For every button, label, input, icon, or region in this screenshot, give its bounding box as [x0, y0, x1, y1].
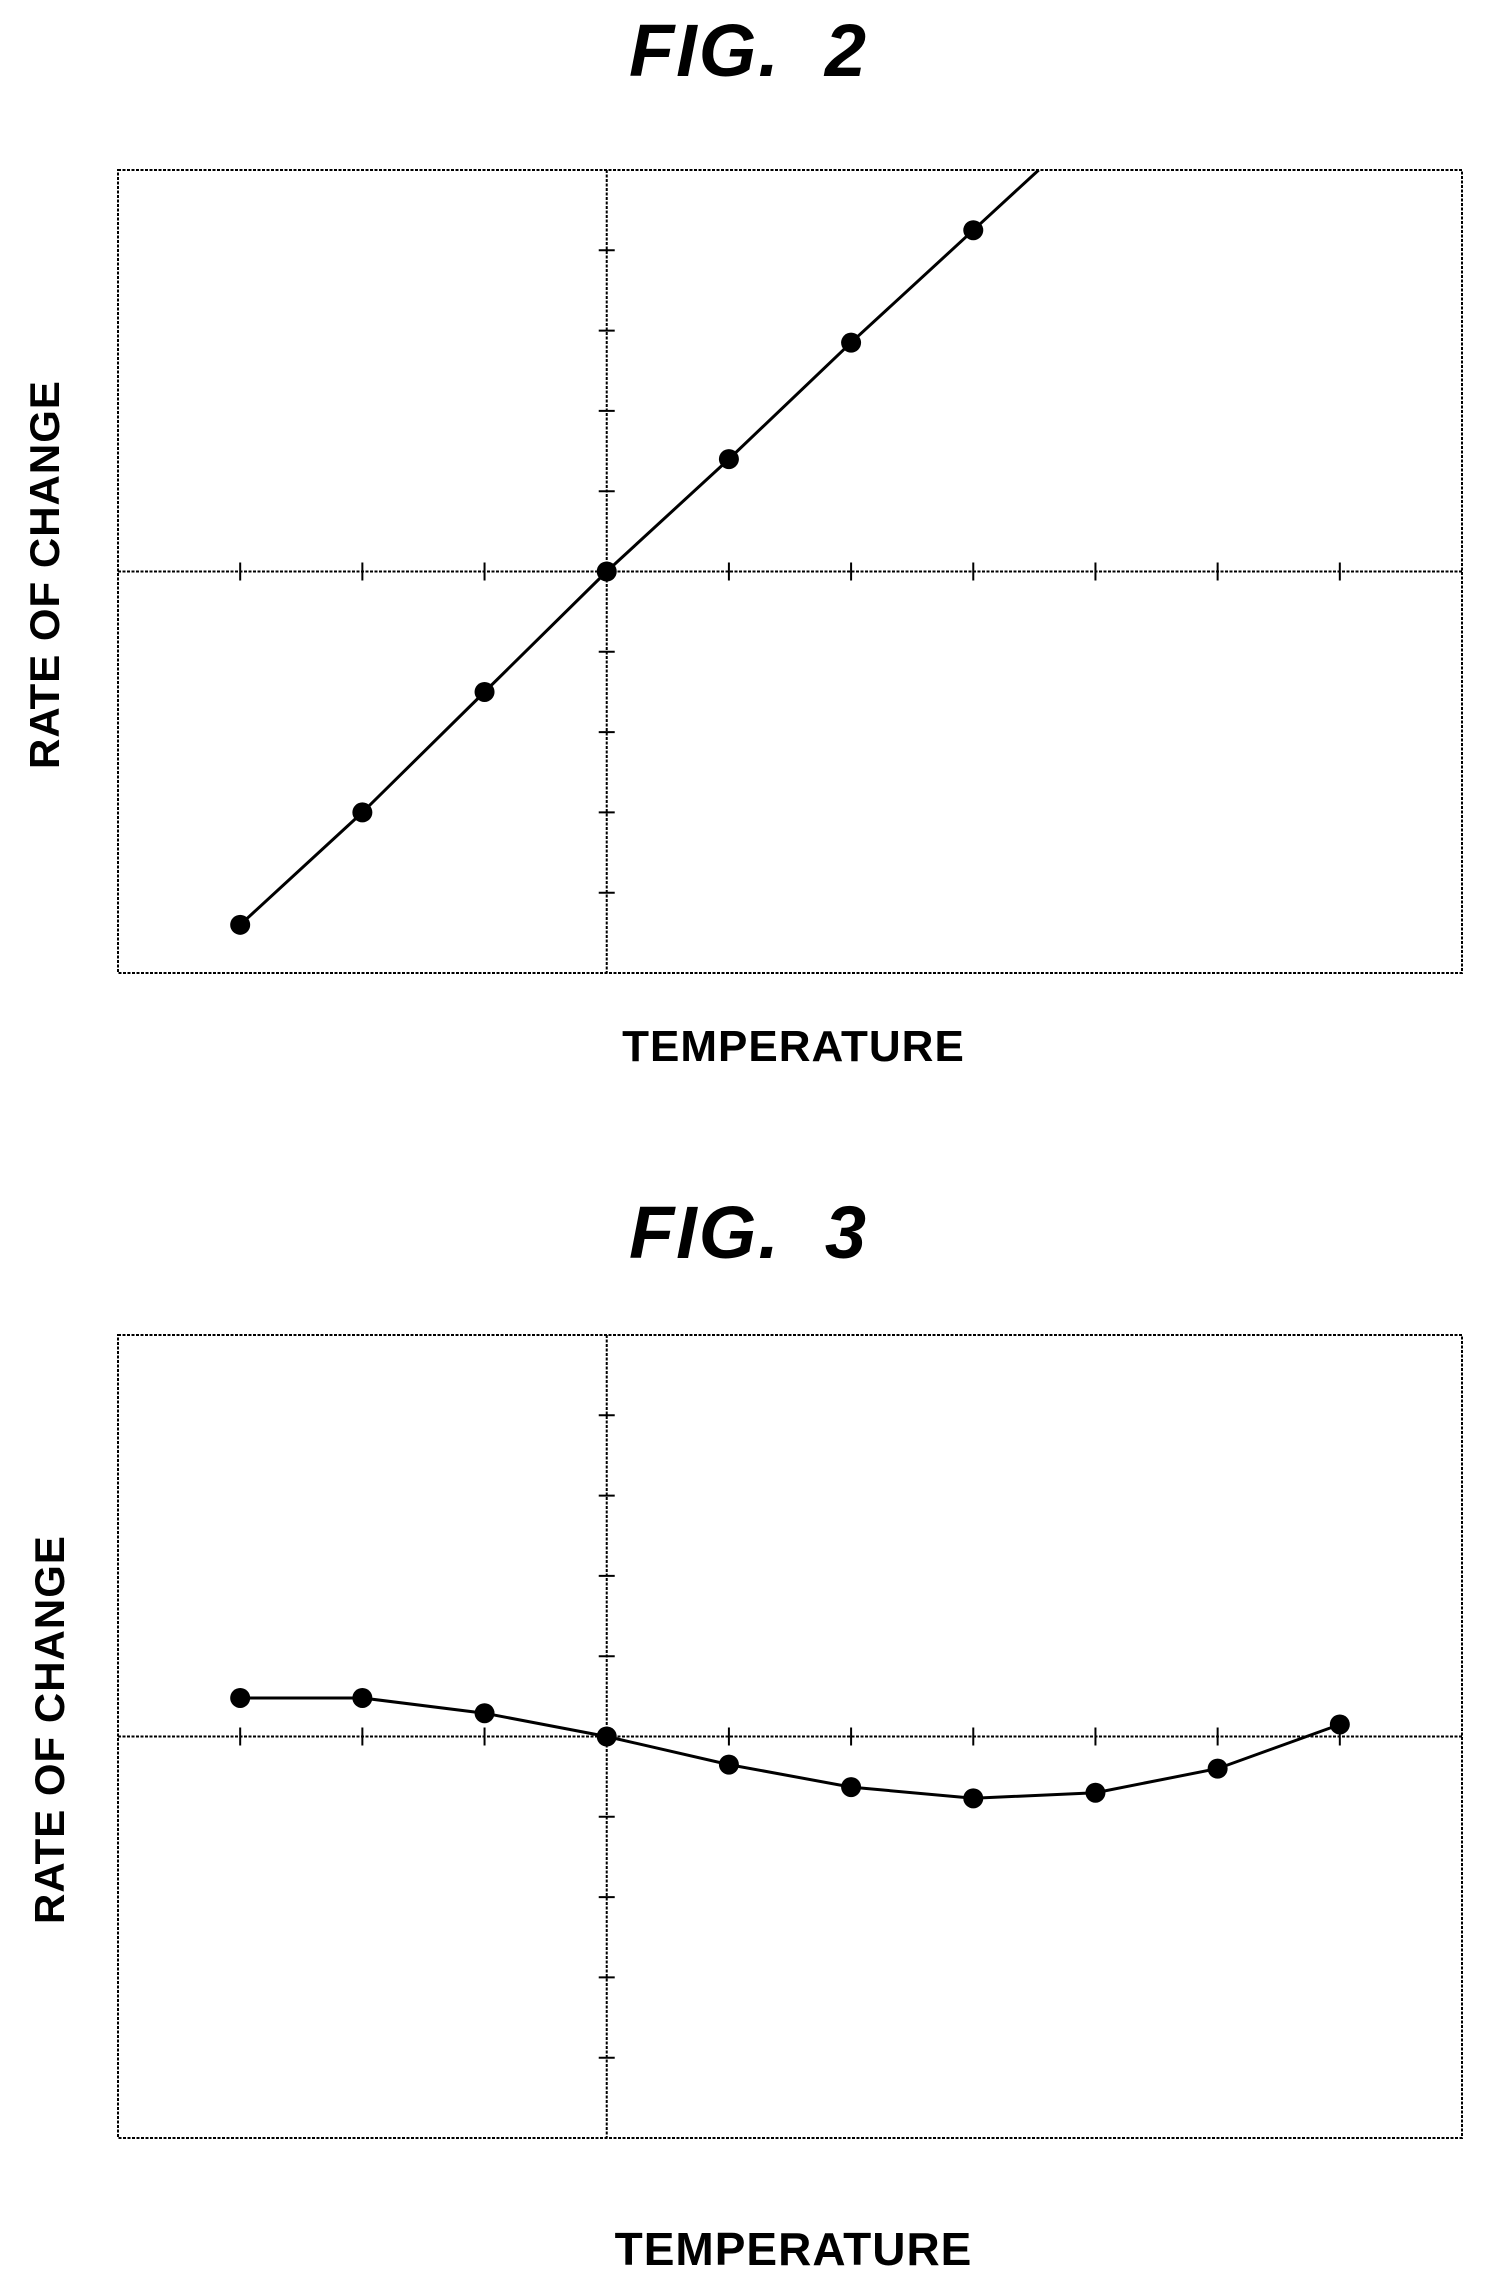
fig2-series-line-0 [239, 168, 1040, 926]
figure-3-x-axis-label: TEMPERATURE [614, 2223, 973, 2275]
fig2-data-point-1 [352, 802, 373, 823]
fig2-data-point-4 [718, 449, 739, 470]
fig3-data-point-1 [352, 1687, 373, 1708]
fig3-data-point-0 [230, 1687, 251, 1708]
fig2-data-point-3 [596, 561, 617, 582]
fig3-data-point-2 [474, 1703, 495, 1724]
fig2-data-point-2 [474, 681, 495, 702]
figure-2-x-axis-label: TEMPERATURE [622, 1022, 965, 1071]
figure-2-chart [117, 168, 1463, 974]
fig2-data-point-6 [963, 220, 984, 241]
fig3-data-point-7 [1085, 1782, 1106, 1803]
figure-3-chart [117, 1334, 1463, 2139]
figure-2-title: FIG. 2 [0, 8, 1497, 93]
fig3-data-point-3 [596, 1726, 617, 1747]
fig3-data-point-4 [718, 1754, 739, 1775]
fig3-series-line-0 [240, 1696, 1341, 1800]
fig2-data-point-0 [230, 914, 251, 935]
fig3-data-point-5 [841, 1777, 862, 1798]
figure-3-title-number: 3 [824, 1191, 869, 1274]
fig3-data-point-6 [963, 1788, 984, 1809]
figure-2-title-prefix: FIG. [628, 9, 781, 92]
fig2-data-point-5 [841, 332, 862, 353]
fig3-data-point-9 [1329, 1714, 1350, 1735]
figure-3-title-prefix: FIG. [628, 1191, 781, 1274]
fig3-data-point-8 [1207, 1758, 1228, 1779]
figure-2-title-number: 2 [824, 9, 869, 92]
figure-3-title: FIG. 3 [0, 1190, 1497, 1275]
